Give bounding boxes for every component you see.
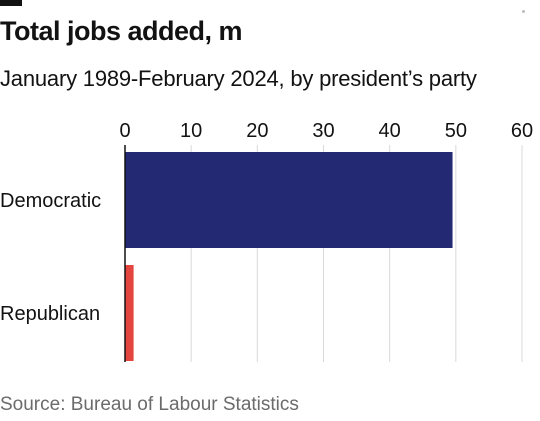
chart-subtitle: January 1989-February 2024, by president… (0, 66, 477, 91)
category-label-republican: Republican (0, 303, 100, 325)
x-tick-label-60: 60 (511, 120, 533, 142)
brand-accent-bar (0, 0, 22, 6)
corner-mark (522, 10, 525, 13)
bar-chart: 0 10 20 30 40 50 60 Democratic Republican (0, 120, 533, 362)
chart-title: Total jobs added, m (0, 16, 243, 46)
x-tick-label-50: 50 (445, 120, 467, 142)
x-tick-label-20: 20 (246, 120, 268, 142)
bar-republican (125, 265, 134, 361)
category-label-democratic: Democratic (0, 190, 101, 212)
x-tick-label-10: 10 (180, 120, 202, 142)
bar-democratic (125, 152, 453, 248)
x-tick-label-30: 30 (312, 120, 334, 142)
x-tick-label-40: 40 (379, 120, 401, 142)
source-note: Source: Bureau of Labour Statistics (0, 394, 299, 415)
x-tick-label-0: 0 (119, 120, 130, 142)
